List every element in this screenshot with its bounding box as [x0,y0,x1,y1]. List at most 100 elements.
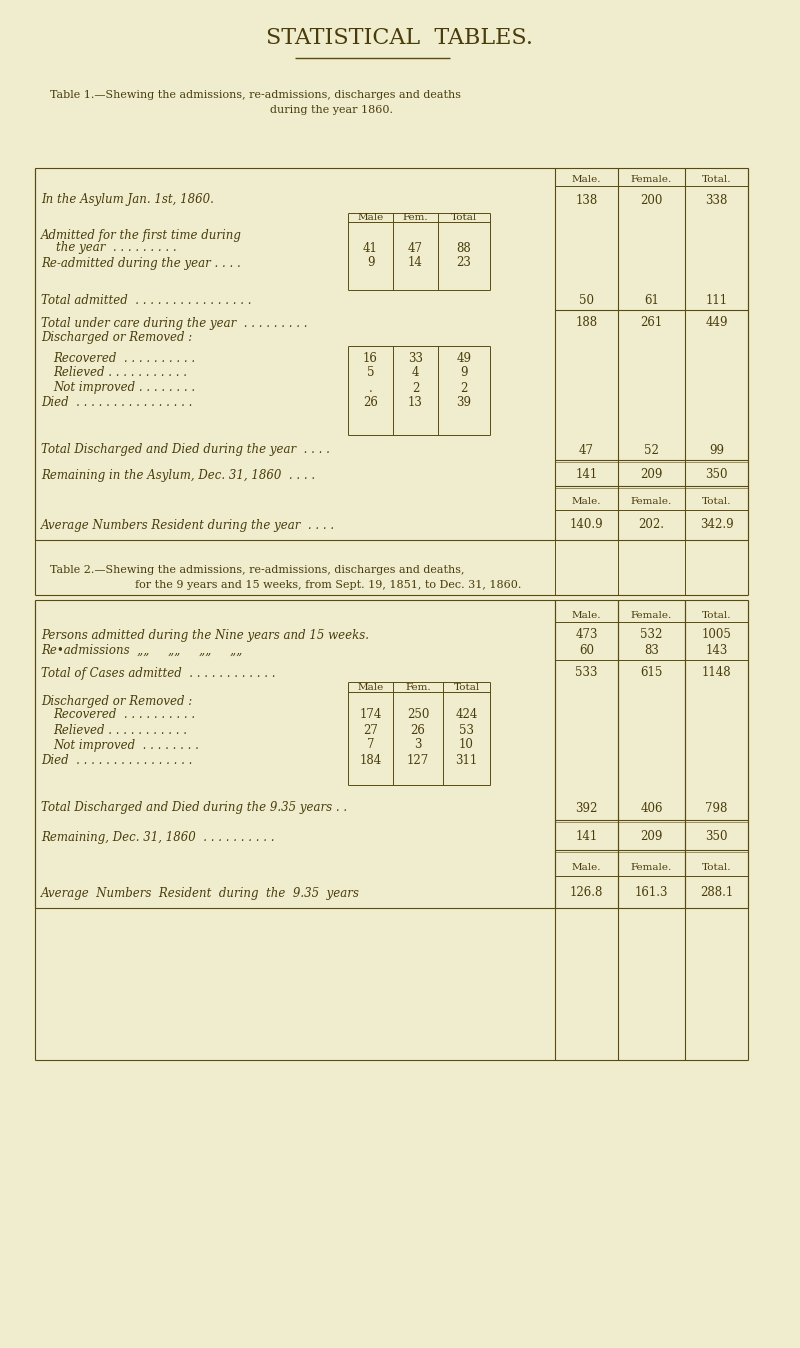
Text: In the Asylum Jan. 1st, 1860.: In the Asylum Jan. 1st, 1860. [41,194,214,206]
Text: Remaining, Dec. 31, 1860  . . . . . . . . . .: Remaining, Dec. 31, 1860 . . . . . . . .… [41,830,274,844]
Text: Total.: Total. [702,175,731,185]
Text: 61: 61 [644,294,659,306]
Text: Total.: Total. [702,497,731,507]
Text: 350: 350 [706,469,728,481]
Text: 23: 23 [457,256,471,270]
Text: 52: 52 [644,443,659,457]
Text: 143: 143 [706,643,728,656]
Text: 3: 3 [414,739,422,751]
Text: 209: 209 [640,830,662,844]
Text: Female.: Female. [631,864,672,872]
Text: 111: 111 [706,294,727,306]
Text: 47: 47 [579,443,594,457]
Text: 60: 60 [579,643,594,656]
Text: 50: 50 [579,294,594,306]
Text: 7: 7 [366,739,374,751]
Text: Total: Total [451,213,477,222]
Text: 2: 2 [412,381,419,395]
Text: Total Discharged and Died during the 9.35 years . .: Total Discharged and Died during the 9.3… [41,802,347,814]
Text: 47: 47 [408,243,423,256]
Text: Male: Male [358,213,384,222]
Text: Female.: Female. [631,611,672,620]
Text: Persons admitted during the Nine years and 15 weeks.: Persons admitted during the Nine years a… [41,628,369,642]
Text: 200: 200 [640,194,662,206]
Text: 533: 533 [575,666,598,679]
Text: Re-admitted during the year . . . .: Re-admitted during the year . . . . [41,256,241,270]
Text: 342.9: 342.9 [700,519,734,531]
Text: Female.: Female. [631,175,672,185]
Text: Discharged or Removed :: Discharged or Removed : [41,696,192,709]
Text: Re•admissions  „„     „„     „„     „„: Re•admissions „„ „„ „„ „„ [41,643,242,656]
Text: 449: 449 [706,317,728,329]
Text: Male.: Male. [572,175,602,185]
Text: Recovered  . . . . . . . . . .: Recovered . . . . . . . . . . [53,352,195,364]
Text: 9: 9 [460,367,468,380]
Text: Relieved . . . . . . . . . . .: Relieved . . . . . . . . . . . [53,724,187,736]
Text: 1148: 1148 [702,666,731,679]
Text: Average  Numbers  Resident  during  the  9.35  years: Average Numbers Resident during the 9.35… [41,887,360,899]
Text: 798: 798 [706,802,728,814]
Text: Died  . . . . . . . . . . . . . . . .: Died . . . . . . . . . . . . . . . . [41,396,192,410]
Text: 9: 9 [366,256,374,270]
Text: Admitted for the first time during: Admitted for the first time during [41,229,242,241]
Text: 126.8: 126.8 [570,887,603,899]
Text: 99: 99 [709,443,724,457]
Text: Total.: Total. [702,864,731,872]
Text: 184: 184 [359,754,382,767]
Text: Total admitted  . . . . . . . . . . . . . . . .: Total admitted . . . . . . . . . . . . .… [41,294,251,306]
Text: 4: 4 [412,367,419,380]
Text: Table 1.—Shewing the admissions, re-admissions, discharges and deaths: Table 1.—Shewing the admissions, re-admi… [50,90,461,100]
Text: 27: 27 [363,724,378,736]
Text: Relieved . . . . . . . . . . .: Relieved . . . . . . . . . . . [53,367,187,380]
Text: 127: 127 [407,754,429,767]
Text: Male.: Male. [572,497,602,507]
Text: 5: 5 [366,367,374,380]
Text: 41: 41 [363,243,378,256]
Text: 188: 188 [575,317,598,329]
Text: 88: 88 [457,243,471,256]
Text: Total Discharged and Died during the year  . . . .: Total Discharged and Died during the yea… [41,443,330,457]
Text: 26: 26 [410,724,426,736]
Text: 141: 141 [575,469,598,481]
Text: the year  . . . . . . . . .: the year . . . . . . . . . [41,241,177,255]
Text: Average Numbers Resident during the year  . . . .: Average Numbers Resident during the year… [41,519,335,531]
Text: 311: 311 [455,754,478,767]
Text: 209: 209 [640,469,662,481]
Text: Recovered  . . . . . . . . . .: Recovered . . . . . . . . . . [53,709,195,721]
Text: 2: 2 [460,381,468,395]
Text: 338: 338 [706,194,728,206]
Text: 16: 16 [363,352,378,364]
Text: Total of Cases admitted  . . . . . . . . . . . .: Total of Cases admitted . . . . . . . . … [41,666,275,679]
Text: 10: 10 [459,739,474,751]
Text: during the year 1860.: during the year 1860. [270,105,393,115]
Text: 140.9: 140.9 [570,519,603,531]
Text: Total.: Total. [702,611,731,620]
Text: Fem.: Fem. [405,682,431,692]
Text: Fem.: Fem. [402,213,428,222]
Text: 250: 250 [407,709,429,721]
Text: Male.: Male. [572,611,602,620]
Text: Total: Total [454,682,480,692]
Text: Remaining in the Asylum, Dec. 31, 1860  . . . .: Remaining in the Asylum, Dec. 31, 1860 .… [41,469,315,481]
Text: 202.: 202. [638,519,665,531]
Text: 174: 174 [359,709,382,721]
Text: 39: 39 [457,396,471,410]
Text: 1005: 1005 [702,628,731,642]
Text: Died  . . . . . . . . . . . . . . . .: Died . . . . . . . . . . . . . . . . [41,754,192,767]
Text: Not improved  . . . . . . . .: Not improved . . . . . . . . [53,739,199,751]
Text: Male: Male [358,682,384,692]
Text: 406: 406 [640,802,662,814]
Text: Total under care during the year  . . . . . . . . .: Total under care during the year . . . .… [41,317,307,329]
Text: 350: 350 [706,830,728,844]
Text: Discharged or Removed :: Discharged or Removed : [41,332,192,345]
Text: 13: 13 [408,396,423,410]
Text: 53: 53 [459,724,474,736]
Text: 473: 473 [575,628,598,642]
Text: 261: 261 [640,317,662,329]
Text: 161.3: 161.3 [634,887,668,899]
Text: 138: 138 [575,194,598,206]
Text: 49: 49 [457,352,471,364]
Text: for the 9 years and 15 weeks, from Sept. 19, 1851, to Dec. 31, 1860.: for the 9 years and 15 weeks, from Sept.… [135,580,522,590]
Text: 424: 424 [455,709,478,721]
Text: 14: 14 [408,256,423,270]
